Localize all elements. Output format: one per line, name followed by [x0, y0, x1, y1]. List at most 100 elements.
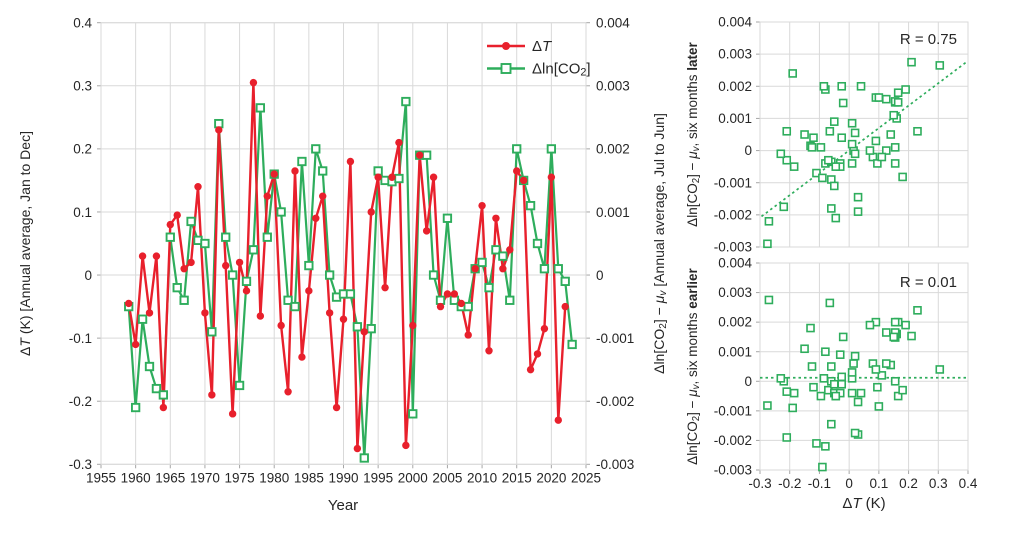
- scatter-point: [831, 213, 841, 223]
- co2-point-marker: [227, 270, 238, 280]
- left-axis-tick-label: 0.3: [73, 79, 92, 94]
- delta-t-point-marker: [180, 265, 188, 273]
- delta-t-point-marker: [436, 302, 445, 311]
- scatter-point: [871, 136, 881, 146]
- scatter-point: [838, 332, 848, 342]
- scatter-point: [835, 350, 845, 359]
- co2-point-marker: [352, 322, 363, 332]
- scatter-point: [890, 317, 900, 327]
- co2-point-marker: [158, 390, 169, 400]
- scatter-point: [874, 93, 884, 102]
- scatter-point: [816, 391, 826, 401]
- delta-t-point-marker: [138, 252, 147, 260]
- x-axis-tick-label: 1990: [328, 470, 358, 485]
- co2-point-marker: [318, 166, 328, 176]
- y-axis-tick-label: 0.003: [718, 47, 752, 62]
- x-axis-tick-label: 2000: [398, 470, 428, 485]
- scatter-point: [764, 216, 774, 226]
- plot-frame: [759, 21, 969, 248]
- x-axis-tick-label: 2010: [467, 470, 497, 485]
- scatter-point: [825, 298, 835, 308]
- delta-t-point-marker: [228, 410, 237, 418]
- delta-t-point-marker: [159, 403, 168, 412]
- scatter-point: [901, 320, 910, 330]
- delta-t-point-marker: [533, 350, 542, 358]
- co2-point-marker: [408, 409, 418, 419]
- scatter-point: [763, 239, 772, 249]
- delta-t-point-marker: [242, 287, 251, 295]
- delta-t-series-line: [127, 81, 567, 450]
- right-axis-tick-label: 0.003: [596, 79, 630, 94]
- scatter-point: [818, 462, 827, 472]
- scatter-point: [837, 372, 847, 382]
- co2-point-marker: [491, 245, 501, 255]
- scatter-point: [789, 162, 799, 171]
- scatter-point: [829, 379, 839, 389]
- delta-t-point-marker: [492, 214, 500, 222]
- delta-t-point-marker: [388, 173, 396, 181]
- scatter-point: [807, 143, 817, 152]
- scatter-point: [779, 202, 789, 212]
- y-axis-tick-label: -0.001: [714, 175, 752, 190]
- scatter-point: [819, 81, 829, 91]
- scatter-point: [788, 403, 797, 413]
- legend-label: Δln[CO2]: [532, 61, 591, 79]
- scatter-point: [800, 130, 809, 139]
- scatter-point: [889, 110, 899, 120]
- co2-point-marker: [207, 327, 217, 337]
- scatter-point: [829, 117, 839, 126]
- x-axis-tick-label: 0.1: [869, 476, 888, 491]
- co2-point-marker: [165, 232, 175, 242]
- scatter-point: [913, 126, 922, 136]
- co2-point-marker: [311, 144, 321, 154]
- x-axis-tick-label: 1995: [363, 470, 393, 485]
- main-timeseries-chart: 1955 1960 1965 1970 1975 1980 1985 1990 1995 2000…: [17, 16, 669, 486]
- delta-t-point-marker: [554, 416, 562, 424]
- scatter-point: [838, 98, 848, 108]
- y-axis-tick-label: -0.001: [714, 403, 752, 418]
- scatter-point: [890, 376, 900, 386]
- delta-t-point-marker: [187, 258, 195, 267]
- delta-t-point-marker: [519, 176, 528, 185]
- scatter-point: [816, 143, 826, 152]
- x-axis-tick-label: 1965: [155, 470, 185, 485]
- co2-point-marker: [532, 238, 543, 249]
- co2-point-marker: [241, 276, 252, 287]
- delta-t-point-marker: [319, 192, 327, 200]
- delta-t-point-marker: [513, 167, 521, 175]
- left-axis-tick-label: 0.2: [73, 142, 92, 157]
- scatter-point: [831, 391, 841, 401]
- scatter-point: [889, 332, 899, 342]
- delta-t-point-marker: [367, 208, 375, 216]
- scatter-point: [874, 402, 884, 411]
- scatter-point: [806, 323, 815, 333]
- delta-t-point-marker: [249, 78, 258, 87]
- plot-frame: [759, 262, 969, 471]
- legend-item-delta-t: ΔT: [487, 38, 553, 55]
- right-axis-tick-label: -0.002: [596, 394, 634, 409]
- delta-t-point-marker: [416, 151, 424, 159]
- co2-point-marker: [234, 380, 245, 391]
- scatter-point: [877, 371, 887, 380]
- delta-t-point-marker: [346, 157, 355, 166]
- scatter-six-months-later: 0.004 0.003 0.002 0.001 0 -0.001 -0.002 -0.003 Δ…: [685, 15, 969, 255]
- co2-point-marker: [304, 260, 314, 271]
- y-axis-tick-label: -0.002: [714, 433, 752, 448]
- scatter-point: [819, 374, 829, 383]
- scatter-point: [871, 365, 881, 374]
- x-axis-tick-label: 1955: [86, 470, 116, 485]
- co2-point-marker: [255, 103, 266, 113]
- legend-item-co2: Δln[CO2]: [487, 61, 591, 79]
- scatter-point: [850, 149, 860, 159]
- x-axis-tick-label: 2025: [571, 470, 601, 485]
- scatter-point: [881, 359, 891, 368]
- scatter-point: [881, 328, 891, 337]
- scatter-point: [782, 155, 792, 165]
- scatter-point: [873, 159, 882, 168]
- delta-t-point-marker: [222, 261, 230, 270]
- right-axis-tick-label: -0.001: [596, 331, 634, 346]
- scatter-point: [782, 433, 792, 442]
- co2-point-marker: [484, 283, 494, 293]
- co2-point-marker: [359, 453, 369, 463]
- delta-t-point-marker: [561, 302, 569, 311]
